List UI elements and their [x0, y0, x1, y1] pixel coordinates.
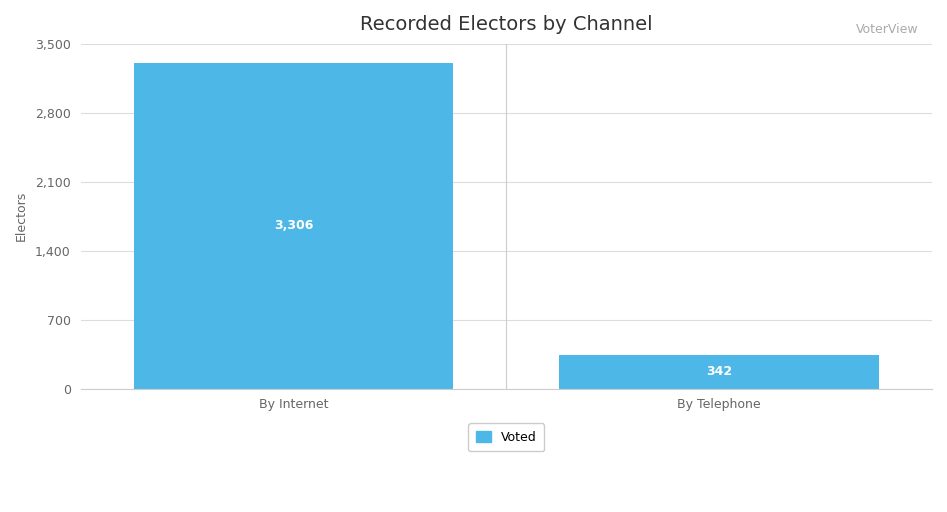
Text: 342: 342	[706, 365, 732, 378]
Text: 3,306: 3,306	[274, 219, 313, 232]
Legend: Voted: Voted	[469, 423, 545, 451]
Bar	[134, 63, 453, 389]
Title: Recorded Electors by Channel: Recorded Electors by Channel	[360, 15, 652, 34]
Text: VoterView: VoterView	[856, 23, 919, 36]
Bar	[560, 355, 879, 389]
Y-axis label: Electors: Electors	[15, 191, 28, 241]
